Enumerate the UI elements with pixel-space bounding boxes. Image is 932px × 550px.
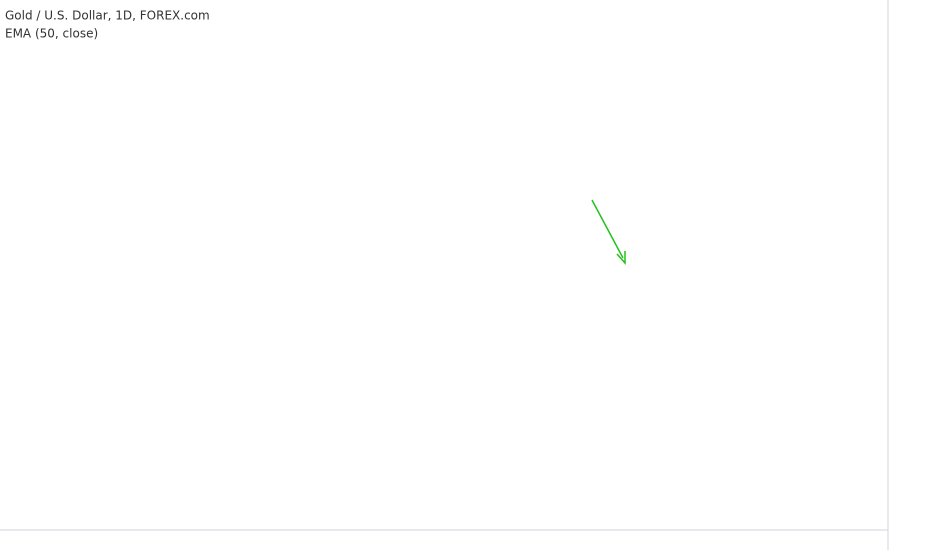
arrow-head: [616, 251, 626, 265]
indicator-label: EMA (50, close): [5, 27, 98, 41]
chart-title: Gold / U.S. Dollar, 1D, FOREX.com: [5, 9, 210, 23]
arrow-line: [591, 199, 624, 259]
arrow: [591, 199, 626, 265]
